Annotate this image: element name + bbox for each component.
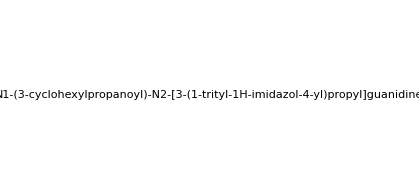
Text: N1-(3-cyclohexylpropanoyl)-N2-[3-(1-trityl-1H-imidazol-4-yl)propyl]guanidine: N1-(3-cyclohexylpropanoyl)-N2-[3-(1-trit… [0,90,419,100]
